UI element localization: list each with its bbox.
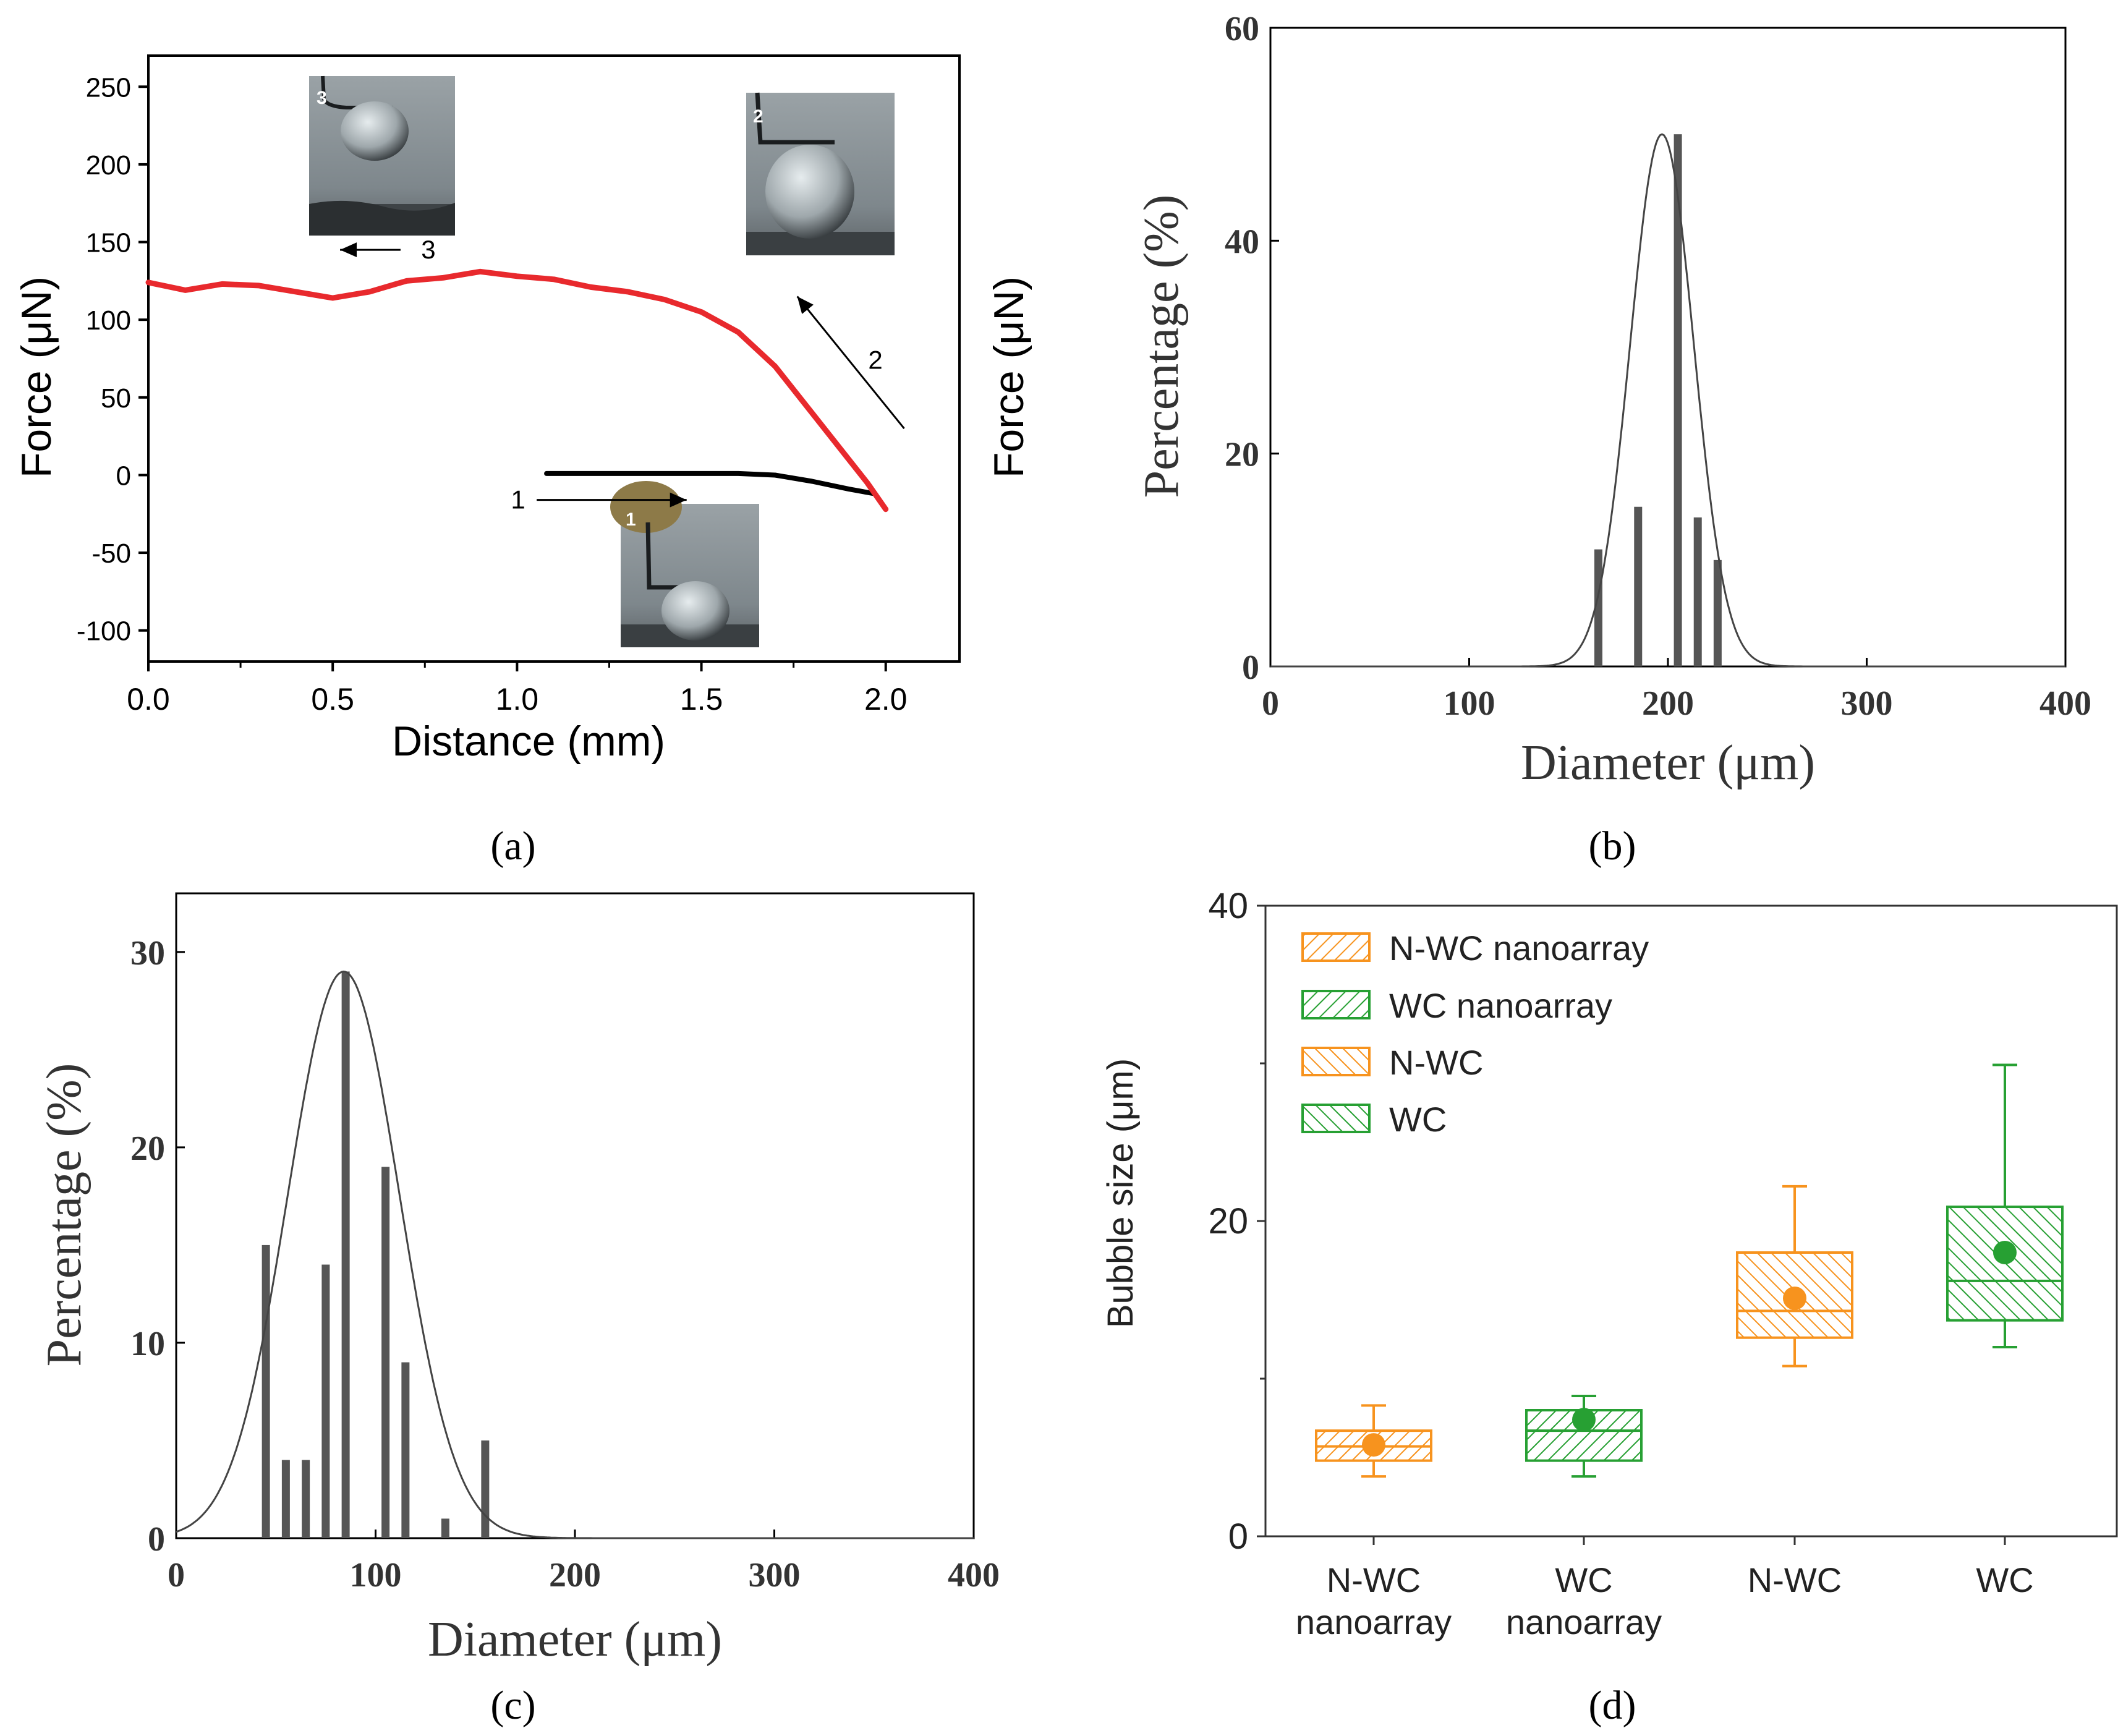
panel-c-bar (381, 1167, 390, 1538)
arrow-label-2: 2 (868, 345, 882, 374)
panel-b-ytick-label: 0 (1242, 649, 1259, 687)
panel-c-xtick-label: 300 (749, 1556, 801, 1594)
panel-a-xtick-label: 1.0 (496, 682, 539, 717)
panel-c-bar (302, 1460, 310, 1538)
panel-a-ytick-label: 50 (101, 383, 131, 414)
arrow-2 (796, 296, 905, 430)
panel-a-ylabel-left: Force (μN) (13, 276, 60, 478)
panel-b-bar (1693, 517, 1702, 666)
panel-d-xtick-label: WC (1976, 1560, 2033, 1599)
panel-a-ylabel-right: Force (μN) (985, 276, 1032, 478)
panel-a-xtick-label: 2.0 (864, 682, 908, 717)
panel-b-xtick-label: 200 (1642, 684, 1694, 723)
mean-marker (1993, 1241, 2017, 1264)
panel-a-xtick-label: 0.5 (311, 682, 354, 717)
panel-c-bar (481, 1440, 490, 1538)
mean-marker (1362, 1433, 1385, 1457)
panel-b-bar (1674, 134, 1682, 666)
panel-a-ytick-label: 200 (86, 150, 131, 181)
panel-a-xlabel: Distance (mm) (392, 718, 665, 765)
inset-label-2: 2 (753, 106, 763, 127)
arrow-label-3: 3 (421, 235, 435, 264)
legend-label-2: N-WC (1389, 1043, 1483, 1082)
panel-c-caption: (c) (490, 1683, 535, 1728)
panel-d-ytick-label: 20 (1208, 1201, 1248, 1241)
panel-d-ylabel: Bubble size (μm) (1100, 1058, 1141, 1328)
panel-a-xtick-label: 0.0 (127, 682, 170, 717)
panel-c-ytick-label: 10 (130, 1325, 165, 1363)
mean-marker (1783, 1286, 1806, 1310)
panel-b-xtick-label: 0 (1262, 684, 1279, 723)
panel-a-xtick-label: 1.5 (680, 682, 723, 717)
mean-marker (1572, 1408, 1596, 1432)
panel-d-xtick-label: N-WC (1748, 1560, 1842, 1599)
panel-c-bar (262, 1245, 270, 1538)
panel-b-gaussian-fit (1270, 133, 2065, 668)
panel-c-bar (321, 1264, 330, 1538)
legend-swatch-3 (1301, 1104, 1371, 1133)
panel-c-plot-frame (175, 892, 975, 1539)
panel-b-xtick-label: 300 (1841, 684, 1893, 723)
panel-d-ytick-label: 40 (1208, 886, 1248, 926)
panel-c-bar (441, 1518, 449, 1538)
panel-b-plot-frame (1269, 27, 2067, 668)
legend-label-3: WC (1389, 1100, 1447, 1139)
panel-c-ytick-label: 0 (148, 1520, 165, 1559)
panel-c-xtick-label: 0 (168, 1556, 185, 1594)
panel-a-ytick-label: 0 (116, 461, 131, 491)
legend-swatch-0 (1301, 932, 1371, 962)
series-line-retract (145, 268, 889, 513)
panel-d-caption: (d) (1589, 1683, 1636, 1728)
panel-b-xlabel: Diameter (μm) (1521, 736, 1815, 790)
panel-c-gaussian-fit (176, 970, 974, 1539)
legend-swatch-1 (1301, 990, 1371, 1019)
inset-label-3: 3 (317, 88, 327, 108)
panel-d-ytick-label: 0 (1228, 1517, 1248, 1557)
legend-swatch-2 (1301, 1047, 1371, 1076)
panel-c-xtick-label: 400 (948, 1556, 1000, 1594)
panel-a-ytick-label: -100 (77, 616, 131, 647)
panel-c-xlabel: Diameter (μm) (428, 1612, 722, 1667)
panel-b-xtick-label: 400 (2039, 684, 2091, 723)
panel-c-bar (281, 1460, 290, 1538)
panel-c-ylabel: Percentage (%) (37, 1063, 91, 1367)
panel-c-xtick-label: 200 (549, 1556, 601, 1594)
panel-b-ytick-label: 20 (1225, 436, 1259, 474)
panel-c-diameter-histogram: 0 100 200 300 400 0 10 20 30 Diameter (μm) Perce… (37, 892, 1000, 1728)
legend-label-1: WC nanoarray (1389, 986, 1612, 1025)
inset-label-1: 1 (626, 509, 636, 530)
panel-d-xtick-label: WC (1555, 1560, 1612, 1599)
series-line-approach (544, 470, 877, 496)
arrow-label-1: 1 (511, 485, 525, 514)
inset-photo-1: 1 (610, 481, 759, 647)
panel-c-bar (341, 971, 350, 1538)
panel-a-ytick-label: 100 (86, 305, 131, 336)
panel-b-bar (1713, 560, 1722, 666)
panel-a-ytick-label: 250 (86, 72, 131, 103)
panel-b-diameter-histogram: 0 100 200 300 400 0 20 40 60 Diameter (μm) Perce… (1134, 10, 2091, 869)
legend-label-0: N-WC nanoarray (1389, 929, 1649, 968)
panel-a-ytick-label: 150 (86, 228, 131, 258)
panel-c-bar (401, 1362, 410, 1538)
panel-a-ytick-label: -50 (91, 538, 131, 569)
inset-photo-3: 3 (309, 75, 455, 236)
panel-b-bar (1634, 506, 1643, 666)
panel-b-caption: (b) (1589, 823, 1636, 869)
panel-d-xtick-label: N-WC (1327, 1560, 1421, 1599)
panel-a-caption: (a) (490, 823, 535, 869)
panel-b-bar (1594, 549, 1602, 666)
inset-photo-2: 2 (746, 92, 895, 255)
panel-c-xtick-label: 100 (350, 1556, 402, 1594)
panel-d-xtick-label-line2: nanoarray (1506, 1602, 1662, 1641)
panel-b-ytick-label: 40 (1225, 223, 1259, 261)
panel-d-xtick-label-line2: nanoarray (1296, 1602, 1452, 1641)
panel-b-ylabel: Percentage (%) (1134, 195, 1189, 498)
panel-c-ytick-label: 20 (130, 1130, 165, 1168)
panel-b-xtick-label: 100 (1444, 684, 1495, 723)
panel-c-ytick-label: 30 (130, 934, 165, 972)
panel-b-ytick-label: 60 (1225, 10, 1259, 48)
